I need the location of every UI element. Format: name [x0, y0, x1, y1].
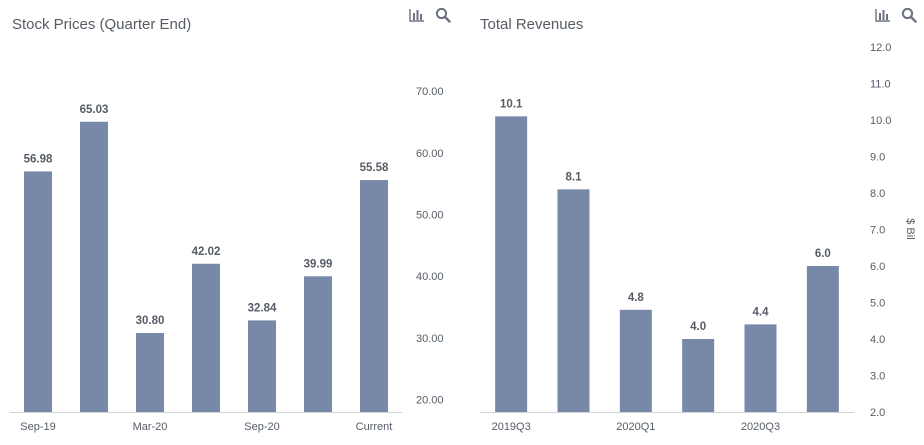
bar	[806, 266, 839, 412]
data-label: 8.1	[566, 171, 583, 183]
x-tick-label: Mar-20	[133, 421, 168, 433]
y-tick-label: 60.00	[416, 148, 444, 160]
search-icon[interactable]	[900, 6, 918, 24]
bar	[744, 324, 777, 412]
data-label: 42.02	[192, 246, 221, 258]
x-tick-label: 2019Q3	[492, 421, 531, 433]
data-label: 10.1	[500, 98, 523, 110]
total-revenues-panel: Total Revenues 10.1 2019Q3 8.1 4.8 2020Q1 4.0…	[462, 0, 924, 445]
y-tick-label: 40.00	[416, 271, 444, 283]
data-label: 4.8	[628, 292, 645, 304]
y-tick-label: 8.0	[870, 188, 885, 200]
total-revenues-chart: 10.1 2019Q3 8.1 4.8 2020Q1 4.0 4.4 2020Q3 6.0 2.0…	[480, 42, 916, 433]
x-tick-label: Sep-20	[244, 421, 279, 433]
data-label: 65.03	[80, 104, 109, 116]
bar	[682, 339, 715, 412]
y-tick-label: 10.0	[870, 115, 891, 127]
bar	[304, 276, 332, 412]
y-tick-label: 12.0	[870, 42, 891, 54]
bar	[248, 320, 276, 412]
stock-prices-chart: 56.98 Sep-19 65.03 30.80 Mar-20 42.02 32.84 Sep…	[10, 86, 444, 433]
y-tick-label: 50.00	[416, 210, 444, 222]
data-label: 4.4	[753, 306, 770, 318]
bar	[557, 189, 590, 412]
y-tick-label: 5.0	[870, 298, 885, 310]
data-label: 32.84	[248, 302, 277, 314]
y-axis-label: $ Bil	[904, 218, 916, 239]
y-tick-label: 30.00	[416, 333, 444, 345]
x-tick-label: Sep-19	[20, 421, 55, 433]
data-label: 30.80	[136, 315, 165, 327]
y-tick-label: 7.0	[870, 225, 885, 237]
bar-chart-icon[interactable]	[874, 6, 892, 24]
bar	[360, 180, 388, 412]
search-icon[interactable]	[434, 6, 452, 24]
x-tick-label: Current	[356, 421, 393, 433]
y-tick-label: 70.00	[416, 86, 444, 98]
y-tick-label: 4.0	[870, 334, 885, 346]
data-label: 56.98	[24, 153, 53, 165]
y-tick-label: 2.0	[870, 407, 885, 419]
x-tick-label: 2020Q3	[741, 421, 780, 433]
bar	[24, 171, 52, 412]
data-label: 39.99	[304, 258, 333, 270]
bar-chart-icon[interactable]	[408, 6, 426, 24]
y-tick-label: 9.0	[870, 152, 885, 164]
data-label: 4.0	[690, 321, 706, 333]
data-label: 6.0	[815, 248, 831, 260]
y-tick-label: 11.0	[870, 79, 891, 91]
bar	[136, 333, 164, 412]
y-tick-label: 20.00	[416, 395, 444, 407]
bar	[619, 309, 652, 412]
stock-prices-panel: Stock Prices (Quarter End) 56.98 Sep-19 65…	[10, 6, 452, 433]
chart-toolbar	[408, 6, 452, 24]
data-label: 55.58	[360, 162, 389, 174]
chart-title: Total Revenues	[480, 16, 584, 33]
bar	[495, 116, 528, 412]
bar	[192, 263, 220, 412]
chart-toolbar	[874, 6, 918, 24]
x-tick-label: 2020Q1	[616, 421, 655, 433]
bar	[80, 121, 108, 412]
chart-title: Stock Prices (Quarter End)	[12, 16, 192, 33]
y-tick-label: 3.0	[870, 371, 885, 383]
y-tick-label: 6.0	[870, 261, 885, 273]
